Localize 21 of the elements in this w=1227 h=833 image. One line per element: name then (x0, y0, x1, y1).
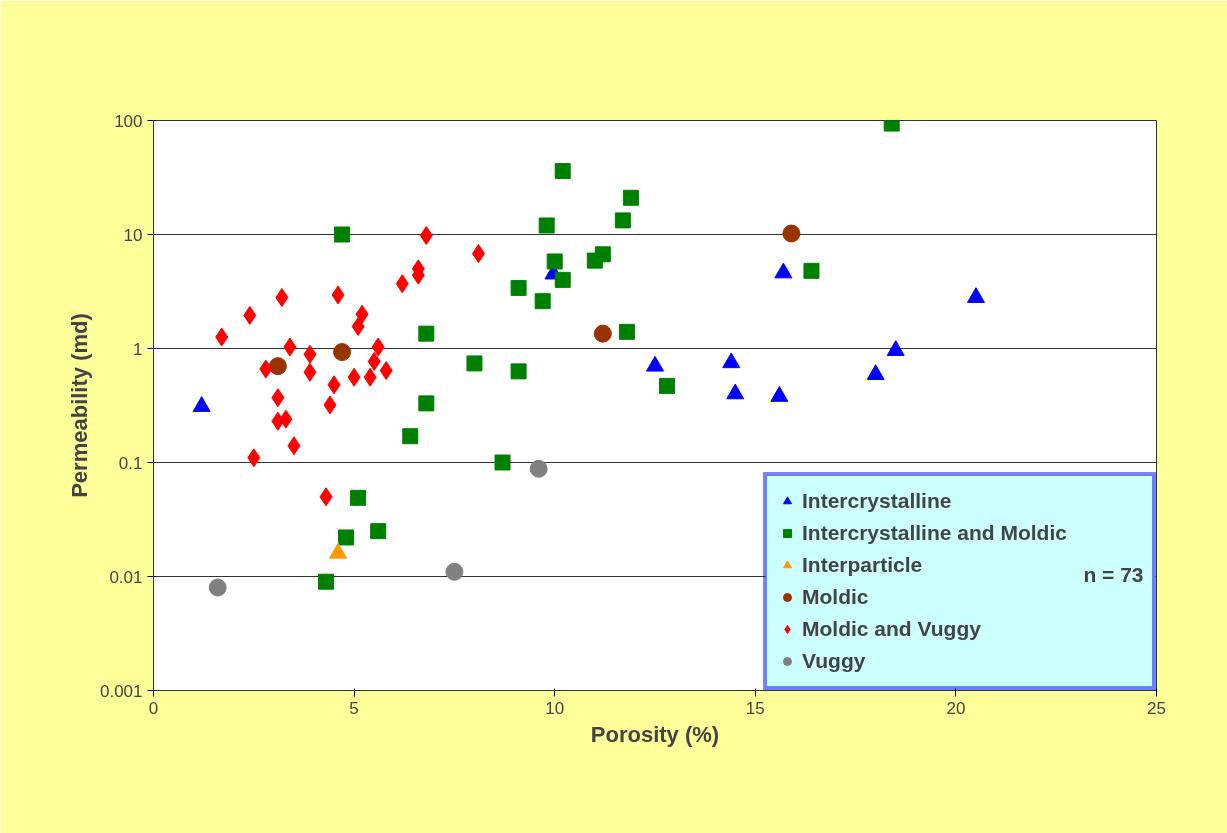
legend-label: Moldic and Vuggy (802, 616, 982, 642)
x-tick-label: 0 (148, 698, 159, 718)
x-axis-title: Porosity (%) (590, 721, 720, 747)
annotation: n = 73 (1083, 562, 1144, 586)
x-tick-label: 20 (946, 698, 966, 718)
legend-label: Intercrystalline (802, 488, 953, 514)
y-tick-label: 10 (123, 225, 143, 245)
legend-label: Intercrystalline and Moldic (802, 520, 1068, 546)
x-tick-label: 10 (545, 698, 565, 718)
x-tick-label: 15 (745, 698, 765, 718)
y-tick-label: 0.1 (118, 453, 143, 473)
legend-label: Interparticle (802, 553, 923, 576)
x-tick-label: 5 (349, 698, 359, 718)
y-tick-label: 1 (133, 339, 143, 359)
x-tick-label: 25 (1147, 698, 1166, 718)
y-tick-label: 0.01 (109, 567, 143, 587)
y-tick-label: 0.001 (99, 681, 143, 701)
legend-label: Moldic (802, 585, 869, 608)
legend-label: Vuggy (802, 648, 867, 674)
y-axis-title: Permeability (md) (66, 313, 92, 498)
y-tick-label: 100 (114, 111, 143, 131)
